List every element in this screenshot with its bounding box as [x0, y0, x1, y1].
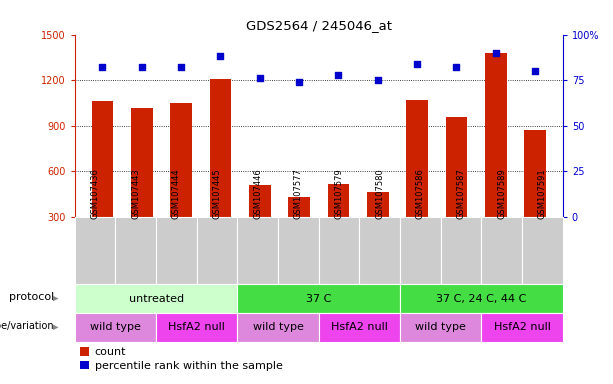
Bar	[131, 108, 153, 263]
Point	[530, 68, 540, 74]
Point	[97, 65, 107, 71]
Text: GSM107446: GSM107446	[253, 168, 262, 219]
Bar	[406, 100, 428, 263]
Text: GSM107444: GSM107444	[172, 168, 181, 219]
Text: GSM107589: GSM107589	[497, 168, 506, 219]
Text: untreated: untreated	[129, 293, 184, 304]
Text: protocol: protocol	[9, 292, 54, 302]
Bar	[249, 185, 270, 263]
Point	[333, 72, 343, 78]
Text: HsfA2 null: HsfA2 null	[169, 322, 225, 333]
Point	[373, 77, 383, 83]
Text: 37 C: 37 C	[306, 293, 332, 304]
Text: GSM107591: GSM107591	[538, 168, 547, 219]
Bar	[210, 79, 231, 263]
Bar	[367, 192, 389, 263]
Text: GSM107579: GSM107579	[335, 168, 344, 219]
Text: HsfA2 null: HsfA2 null	[331, 322, 388, 333]
Point	[491, 50, 501, 56]
Point	[294, 79, 304, 85]
Legend: count, percentile rank within the sample: count, percentile rank within the sample	[80, 347, 283, 371]
Bar	[288, 197, 310, 263]
Text: HsfA2 null: HsfA2 null	[493, 322, 550, 333]
Text: GSM107586: GSM107586	[416, 168, 425, 219]
Bar	[446, 117, 467, 263]
Text: GSM107577: GSM107577	[294, 168, 303, 219]
Text: GSM107580: GSM107580	[375, 168, 384, 219]
Text: wild type: wild type	[253, 322, 303, 333]
Point	[137, 65, 147, 71]
Text: GSM107436: GSM107436	[91, 168, 100, 219]
Bar	[170, 103, 192, 263]
Point	[176, 65, 186, 71]
Bar	[327, 184, 349, 263]
Point	[216, 53, 226, 60]
Text: wild type: wild type	[416, 322, 466, 333]
Bar	[91, 101, 113, 263]
Point	[255, 75, 265, 81]
Text: wild type: wild type	[90, 322, 141, 333]
Text: genotype/variation: genotype/variation	[0, 321, 54, 331]
Bar	[524, 130, 546, 263]
Point	[412, 61, 422, 67]
Text: GSM107443: GSM107443	[131, 168, 140, 219]
Text: 37 C, 24 C, 44 C: 37 C, 24 C, 44 C	[436, 293, 527, 304]
Text: GSM107445: GSM107445	[213, 168, 222, 219]
Text: GSM107587: GSM107587	[457, 168, 466, 219]
Title: GDS2564 / 245046_at: GDS2564 / 245046_at	[246, 19, 392, 32]
Bar	[485, 53, 507, 263]
Point	[452, 65, 462, 71]
